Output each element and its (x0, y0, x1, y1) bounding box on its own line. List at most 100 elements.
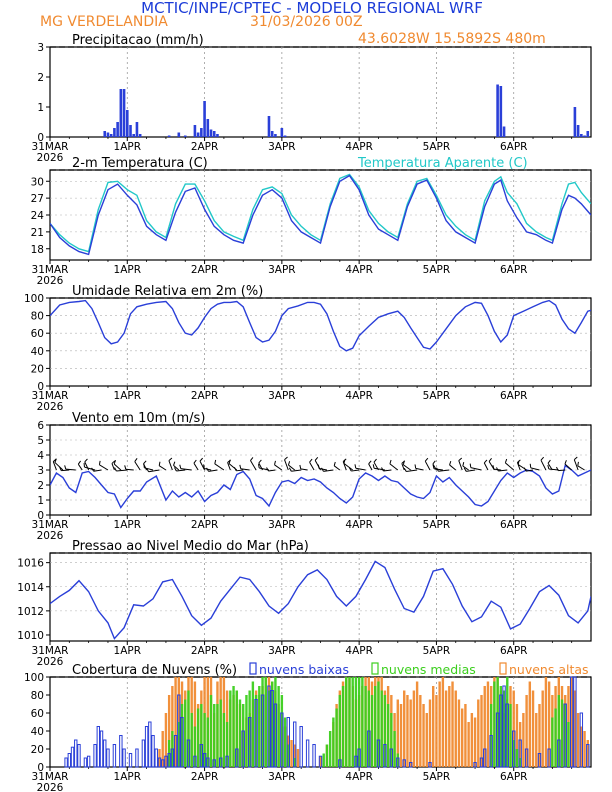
wind-barb-tick (134, 458, 138, 462)
y-tick-label: 0 (37, 132, 44, 144)
series-line-velocidade (50, 464, 591, 509)
precip-bar (113, 128, 116, 137)
wind-barb-tick (403, 467, 407, 472)
cloud-bar-high (473, 717, 477, 767)
y-tick-label: 21 (31, 227, 44, 239)
x-tick-label: 5APR (423, 141, 451, 153)
precip-bar (502, 126, 506, 137)
legend-label: nuvens altas (509, 662, 589, 677)
y-tick-label: 20 (31, 744, 44, 756)
cloud-bar-high (477, 699, 480, 767)
y-tick-label: 20 (31, 363, 44, 375)
precip-bar (267, 116, 271, 137)
wind-barb-tick (143, 460, 147, 465)
cloud-bar-mid (374, 686, 377, 767)
precip-bar (132, 134, 136, 137)
cloud-bar-mid (564, 704, 567, 767)
cloud-bar-high (512, 690, 515, 767)
cloud-bar-low (193, 755, 197, 768)
cloud-bar-low (586, 744, 590, 768)
wind-barb (516, 462, 521, 471)
cloud-bar-mid (190, 713, 193, 767)
precip-bar (499, 86, 503, 137)
wind-barb-tick (299, 464, 302, 469)
cloud-bar-high (544, 677, 548, 767)
cloud-bar-low (563, 703, 567, 768)
cloud-bar-low (241, 730, 245, 768)
cloud-bar-low (106, 748, 110, 768)
wind-barb-tick (424, 457, 429, 462)
cloud-bar-mid (287, 744, 290, 767)
wind-barb-tick (146, 467, 150, 472)
cloud-bar-low (170, 748, 175, 768)
x-tick-label: 3APR (268, 390, 296, 402)
cloud-bar-low (537, 753, 542, 768)
wind-barb (84, 466, 96, 471)
precip-bar (103, 131, 107, 137)
cloud-bar-mid (377, 681, 380, 767)
wind-barb (498, 469, 508, 472)
wind-barb (323, 469, 334, 472)
cloud-bar-high (290, 740, 293, 767)
y-tick-label: 1014 (17, 582, 44, 594)
series-line-umidade-relativa (50, 299, 591, 352)
cloud-bar-mid (242, 704, 245, 767)
cloud-bar-low (502, 685, 506, 768)
cloud-bar-low (254, 699, 258, 768)
wind-barb-tick (98, 460, 101, 465)
precip-bar (135, 122, 139, 137)
cloud-bar-low (173, 735, 178, 768)
x-tick-label: 2APR (191, 264, 219, 276)
wind-barb (134, 461, 141, 471)
cloud-bar-high (525, 695, 528, 767)
cloud-bar-low (505, 703, 509, 768)
precip-bar (280, 128, 284, 137)
wind-barb (424, 460, 431, 471)
x-tick-label: 2APR (191, 771, 219, 783)
wind-barb (483, 462, 489, 471)
wind-barb (288, 464, 296, 471)
cloud-bar-high (425, 713, 428, 767)
wind-barb (548, 468, 559, 471)
cloud-bar-mid (509, 704, 512, 767)
y-tick-label: 5 (37, 435, 44, 447)
wind-barb-tick (113, 460, 117, 465)
wind-barb-tick (449, 460, 452, 466)
cloud-bar-mid (345, 677, 348, 767)
precip-bar (138, 134, 142, 137)
cloud-bar-low (148, 721, 152, 768)
cloud-bar-high (460, 708, 464, 767)
precip-bar (125, 110, 129, 137)
cloud-bar-low (77, 744, 81, 768)
cloud-bar-low (512, 730, 516, 768)
x-tick-label: 6APR (500, 141, 528, 153)
wind-barb (173, 465, 180, 471)
cloud-bar-high (531, 690, 535, 767)
cloud-bar-mid (293, 758, 296, 767)
cloud-bar-low (483, 748, 487, 768)
wind-barb-tick (321, 467, 324, 472)
cloud-bar-mid (335, 708, 338, 767)
cloud-bar-low (151, 735, 155, 768)
wind-barb (526, 469, 534, 472)
wind-barb (573, 459, 579, 471)
cloud-bar-high (547, 681, 551, 767)
wind-barb-tick (274, 460, 276, 465)
precip-bar (183, 135, 187, 137)
y-tick-label: 1012 (17, 606, 44, 618)
cloud-bar-mid (518, 758, 522, 767)
wind-barb-tick (496, 467, 499, 472)
cloud-bar-mid (567, 722, 570, 767)
wind-barb-tick (547, 464, 550, 470)
cloud-bar-low (112, 744, 117, 768)
cloud-bar-mid (261, 677, 264, 767)
cloud-bar-high (171, 686, 174, 767)
wind-barb (333, 465, 341, 471)
cloud-bar-low (135, 748, 139, 768)
wind-barb-tick (199, 457, 204, 462)
cloud-bar-low (489, 735, 493, 768)
x-tick-sublabel: 2026 (37, 782, 64, 792)
cloud-bar-low (573, 676, 577, 768)
x-tick-label: 31MAR (32, 771, 69, 783)
